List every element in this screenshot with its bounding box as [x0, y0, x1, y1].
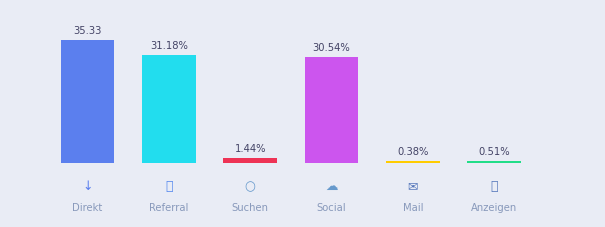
Bar: [468, 162, 521, 163]
Text: Mail: Mail: [402, 202, 423, 212]
Text: Social: Social: [317, 202, 346, 212]
Bar: [305, 58, 358, 163]
Text: Suchen: Suchen: [232, 202, 269, 212]
Text: 31.18%: 31.18%: [150, 40, 188, 50]
Text: ☁: ☁: [325, 180, 338, 192]
Bar: [61, 41, 114, 163]
Text: Direkt: Direkt: [73, 202, 103, 212]
Text: Referral: Referral: [149, 202, 189, 212]
Bar: [142, 56, 195, 163]
Text: ✉: ✉: [408, 180, 418, 192]
Text: ⬜: ⬜: [165, 180, 172, 192]
Text: ↓: ↓: [82, 180, 93, 192]
Text: 30.54%: 30.54%: [313, 43, 350, 53]
Text: ⬜: ⬜: [491, 180, 498, 192]
Text: 0.51%: 0.51%: [479, 147, 510, 156]
Text: Anzeigen: Anzeigen: [471, 202, 517, 212]
Text: 1.44%: 1.44%: [235, 143, 266, 153]
Text: 0.38%: 0.38%: [397, 147, 428, 157]
Text: ○: ○: [245, 180, 256, 192]
Bar: [386, 162, 440, 163]
Bar: [223, 158, 277, 163]
Text: 35.33: 35.33: [73, 26, 102, 36]
